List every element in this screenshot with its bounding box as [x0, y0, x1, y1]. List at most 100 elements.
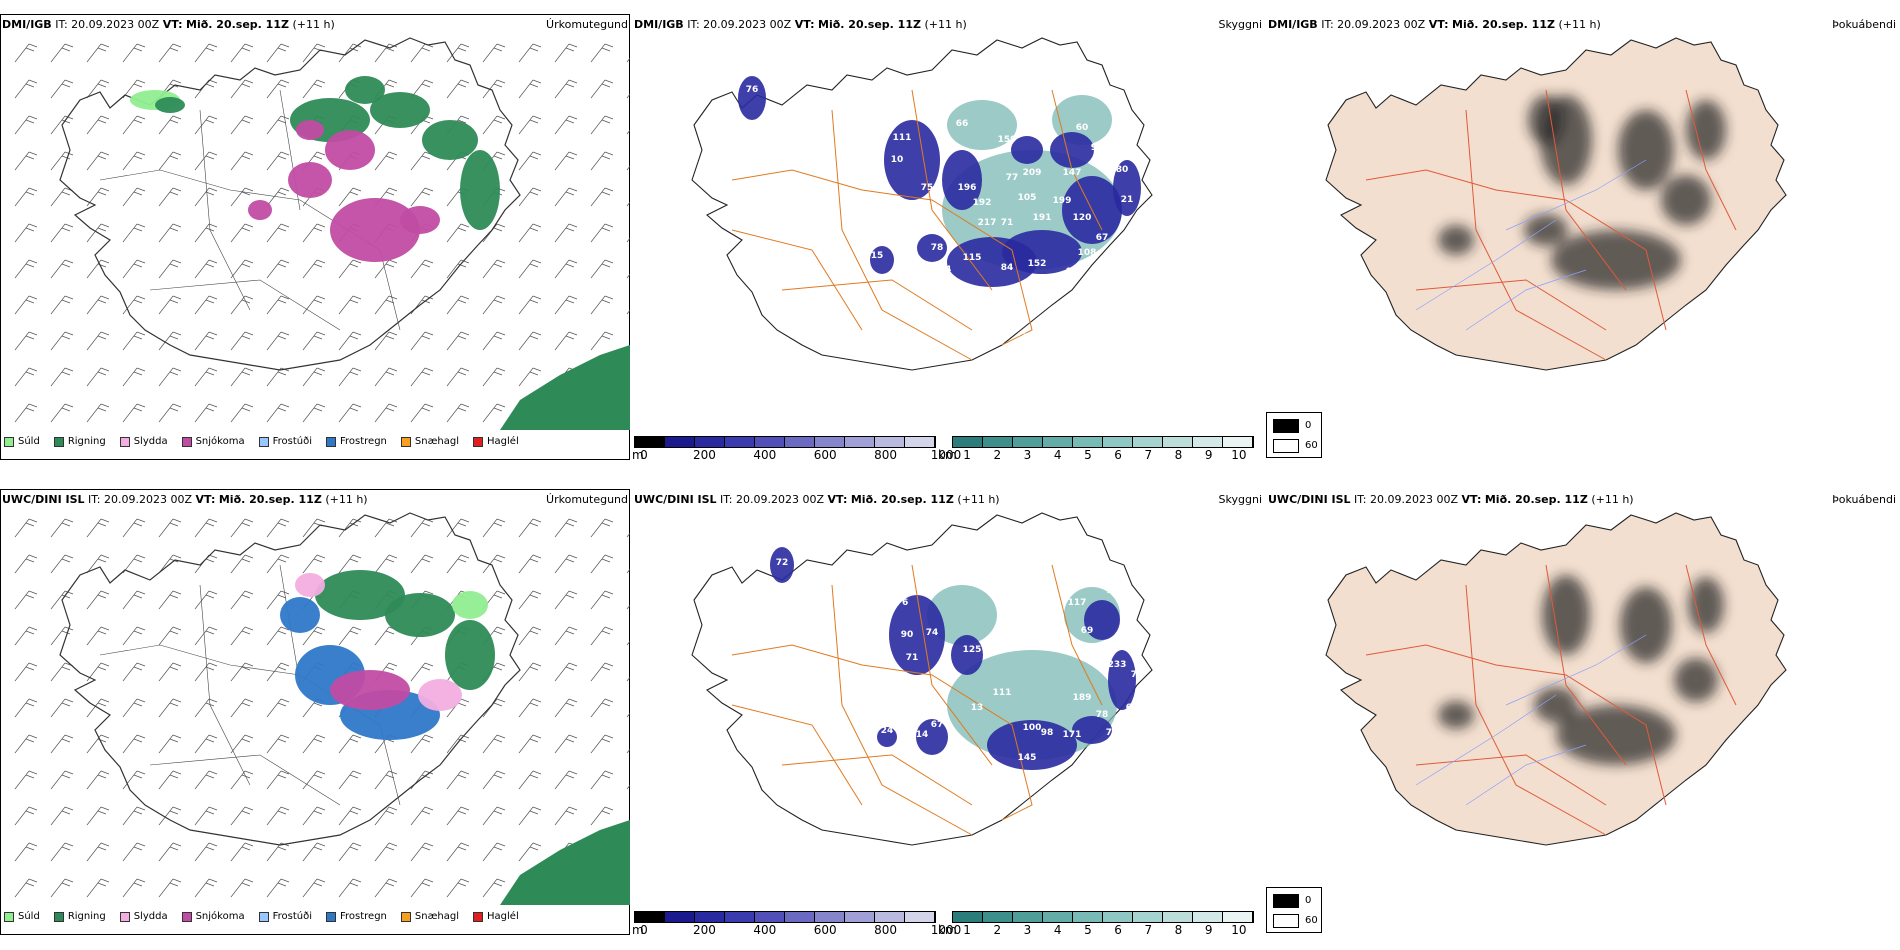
precip-area [422, 120, 478, 160]
visibility-label: 72 [776, 558, 789, 568]
colorbar-tick: 6 [1114, 448, 1122, 462]
precip-area [460, 150, 500, 230]
colorbar-cell [1223, 912, 1253, 922]
fog-label-low: 60 [1305, 915, 1318, 926]
iceland-precip-map [14, 37, 630, 430]
legend-swatch [119, 911, 130, 922]
fog-index-panel: DMI/IGB IT: 20.09.2023 00Z VT: Mið. 20.s… [1266, 0, 1900, 475]
legend-swatch [400, 911, 411, 922]
legend-item: Snjókoma [181, 911, 245, 922]
precip-area [345, 76, 385, 104]
visibility-label: 78 [690, 273, 703, 283]
visibility-label: 115 [963, 253, 982, 263]
colorbar-tick: 3 [1023, 448, 1032, 462]
fog-area [1524, 214, 1568, 246]
precip-area [500, 345, 630, 430]
colorbar-cell [953, 437, 983, 447]
fog-swatch-low [1273, 914, 1299, 928]
road-network [731, 564, 1103, 836]
colorbar-unit: km [938, 448, 957, 462]
colorbar-tick: 600 [813, 448, 837, 462]
legend-label: Slydda [133, 911, 168, 922]
precip-area [400, 206, 440, 234]
colorbar-cell [983, 912, 1013, 922]
visibility-area [947, 100, 1017, 150]
visibility-area [889, 595, 945, 675]
legend-label: Haglél [487, 436, 519, 447]
visibility-area [738, 76, 766, 120]
precip-legend: Súld Rigning Slydda Snjókoma Frostúði Frostre… [4, 911, 519, 922]
legend-swatch [258, 436, 269, 447]
river-network [1415, 159, 1647, 331]
legend-label: Frostúði [272, 436, 312, 447]
legend-swatch [258, 911, 269, 922]
precip-area [500, 820, 630, 905]
colorbar-cell [1073, 912, 1103, 922]
legend-label: Frostregn [340, 436, 387, 447]
legend-label: Snjókoma [195, 436, 245, 447]
iceland-visibility-map: 78 76 63 77 111 10 75 196 192 115 114 84 152 80 217 71 1… [690, 37, 1153, 371]
legend-item: Súld [4, 911, 40, 922]
colorbar-tick: 0 [640, 923, 648, 937]
fog-swatch-high [1273, 894, 1299, 908]
fog-area [1438, 701, 1474, 729]
visibility-area [870, 246, 894, 274]
visibility-area [770, 547, 794, 583]
visibility-label: 77 [1106, 728, 1119, 738]
visibility-label: 192 [973, 198, 992, 208]
colorbar-cell [815, 912, 845, 922]
legend-swatch [473, 911, 484, 922]
map-frame [0, 489, 630, 935]
visibility-label: 69 [1081, 626, 1094, 636]
panel-variable: Skyggni [1218, 18, 1262, 31]
colorbar-cell [695, 437, 725, 447]
colorbar-cell [875, 437, 905, 447]
visibility-area [917, 234, 947, 262]
visibility-label: 125 [963, 645, 982, 655]
precip-area [280, 597, 320, 633]
visibility-label: 98 [1041, 728, 1054, 738]
legend-label: Rigning [67, 436, 106, 447]
precip-area [296, 120, 324, 140]
colorbar-tick: 5 [1084, 448, 1092, 462]
visibility-label: 117 [1068, 598, 1087, 608]
colorbar-cell [1013, 437, 1043, 447]
colorbar-cell [785, 437, 815, 447]
coastline [59, 512, 521, 846]
visibility-label: 24 [881, 726, 894, 736]
colorbar-cell [1073, 437, 1103, 447]
legend-item: Slydda [119, 911, 168, 922]
fog-area [1688, 577, 1724, 633]
fog-area [1438, 225, 1474, 255]
colorbar-tick: 8 [1174, 923, 1183, 937]
legend-label: Súld [18, 911, 40, 922]
precip-area [418, 679, 462, 711]
visibility-label: 189 [1073, 693, 1092, 703]
legend-swatch [181, 436, 192, 447]
colorbar-tick: 600 [813, 923, 837, 937]
visibility-label: 79 [1106, 586, 1119, 596]
fog-area [1551, 230, 1681, 290]
visibility-label: 63 [776, 85, 789, 95]
panel-variable: Þokuábendi [1832, 18, 1896, 31]
visibility-label: 10 [891, 155, 904, 165]
visibility-label: 145 [1023, 636, 1042, 646]
precip-area [315, 570, 405, 620]
visibility-area [884, 120, 940, 200]
colorbar-cell [635, 437, 665, 447]
legend-label: Slydda [133, 436, 168, 447]
colorbar-cell [1163, 437, 1193, 447]
colorbar-cell [1223, 437, 1253, 447]
visibility-area [1072, 716, 1112, 744]
coastline [59, 37, 521, 371]
fog-area [1686, 100, 1726, 160]
visibility-label: 66 [956, 119, 969, 129]
fog-area [1556, 705, 1676, 765]
colorbar-unit: km [938, 923, 957, 937]
colorbar-cell [1193, 912, 1223, 922]
colorbar-tick: 6 [1114, 923, 1122, 937]
precip-area [445, 620, 495, 690]
precip-area [325, 130, 375, 170]
fog-area [1618, 110, 1674, 190]
legend-swatch [326, 911, 336, 922]
